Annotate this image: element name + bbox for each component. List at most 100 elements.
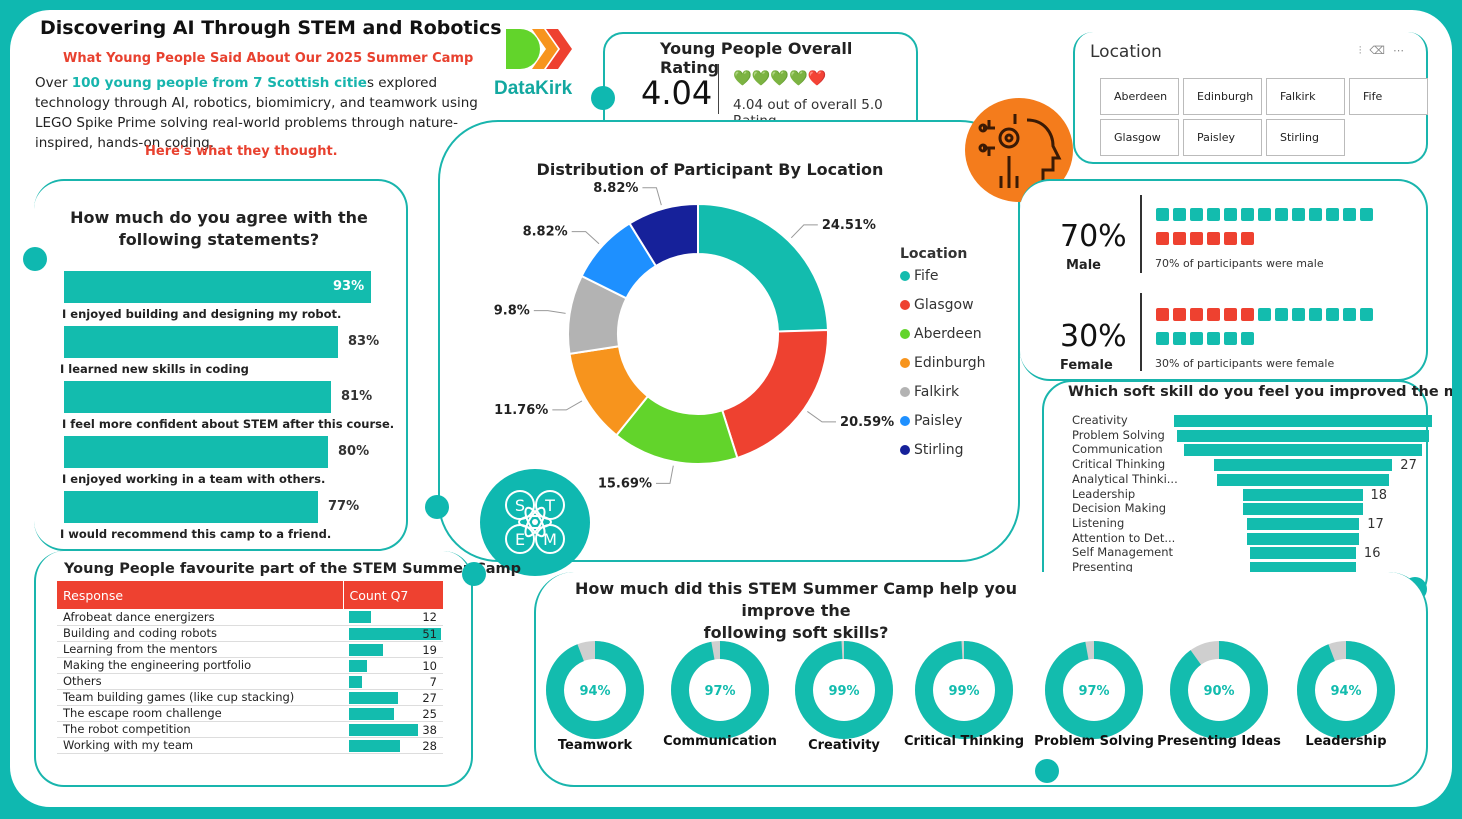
location-tile-edinburgh[interactable]: Edinburgh	[1183, 78, 1262, 115]
legend-item-falkirk[interactable]: Falkirk	[900, 384, 959, 400]
donut-leader-line	[642, 187, 662, 206]
donut-filled	[915, 641, 1013, 739]
location-tile-glasgow[interactable]: Glasgow	[1100, 119, 1179, 156]
donut-pct-label: 94%	[579, 684, 610, 699]
person-square	[1190, 232, 1203, 245]
person-square	[1360, 308, 1373, 321]
legend-item-stirling[interactable]: Stirling	[900, 442, 964, 458]
legend-item-paisley[interactable]: Paisley	[900, 413, 962, 429]
table-row[interactable]: Team building games (like cup stacking) 2…	[57, 689, 443, 706]
person-square	[1156, 232, 1169, 245]
funnel-bar	[1250, 547, 1356, 560]
person-square	[1156, 208, 1169, 221]
count-bar	[349, 707, 394, 720]
count-value: 27	[422, 690, 437, 705]
legend-item-aberdeen[interactable]: Aberdeen	[900, 326, 982, 342]
donut-pct-label: 90%	[1203, 684, 1234, 699]
agree-bar-label: I enjoyed working in a team with others.	[62, 472, 326, 486]
person-square	[1207, 232, 1220, 245]
count-bar	[349, 627, 441, 640]
count-cell: 28	[343, 737, 443, 754]
legend-label: Glasgow	[914, 297, 974, 313]
count-cell: 12	[343, 609, 443, 626]
donut-leader-line	[571, 231, 600, 245]
svg-text:E: E	[515, 530, 525, 549]
count-value: 7	[429, 674, 437, 689]
funnel-bar	[1213, 459, 1393, 472]
person-square	[1258, 208, 1271, 221]
funnel-label: Critical Thinking	[1072, 457, 1166, 472]
table-row[interactable]: Others 7	[57, 673, 443, 690]
softskill-donut-creativity: 99%	[795, 641, 893, 739]
count-value: 25	[422, 706, 437, 721]
count-cell: 19	[343, 641, 443, 658]
male-pictogram	[1156, 204, 1406, 252]
table-row[interactable]: The escape room challenge 25	[57, 705, 443, 722]
count-cell: 10	[343, 657, 443, 674]
location-tile-paisley[interactable]: Paisley	[1183, 119, 1262, 156]
donut-slice-stirling[interactable]	[628, 202, 699, 268]
col-count[interactable]: Count Q7	[342, 581, 443, 609]
location-tile-aberdeen[interactable]: Aberdeen	[1100, 78, 1179, 115]
heart-icon: 💚	[733, 69, 752, 87]
donut-value-label: 20.59%	[840, 415, 894, 430]
table-row[interactable]: Afrobeat dance energizers 12	[57, 609, 443, 626]
dashboard-canvas: Discovering AI Through STEM and Robotics…	[10, 10, 1452, 807]
funnel-value: 27	[1400, 458, 1417, 474]
count-bar	[349, 739, 400, 752]
table-row[interactable]: The robot competition 38	[57, 721, 443, 738]
location-slicer: Location ⫶⌫⋯ Aberdeen Edinburgh Falkirk Fif…	[1073, 32, 1428, 164]
legend-marker	[900, 329, 910, 339]
funnel-label: Analytical Thinki...	[1072, 471, 1178, 486]
funnel-bar	[1243, 488, 1363, 501]
legend-item-fife[interactable]: Fife	[900, 268, 938, 284]
softskill-donuts-card: How much did this STEM Summer Camp help …	[534, 572, 1428, 787]
person-square	[1190, 208, 1203, 221]
location-tile-fife[interactable]: Fife	[1349, 78, 1428, 115]
agree-bar-label: I learned new skills in coding	[60, 362, 249, 376]
donut-value-label: 15.69%	[598, 476, 652, 491]
col-response[interactable]: Response	[57, 581, 343, 609]
table-row[interactable]: Working with my team 28	[57, 737, 443, 754]
person-square	[1309, 308, 1322, 321]
donut-leader-line	[807, 411, 837, 423]
donut-filled	[1170, 641, 1268, 739]
legend-marker	[900, 271, 910, 281]
legend-item-glasgow[interactable]: Glasgow	[900, 297, 974, 313]
slicer-title: Location	[1090, 42, 1162, 62]
donut-slice-fife[interactable]	[697, 202, 829, 333]
person-square	[1173, 232, 1186, 245]
person-square	[1275, 208, 1288, 221]
donut-value-label: 9.8%	[494, 304, 530, 319]
softskill-title: How much did this STEM Summer Camp help …	[574, 579, 1018, 642]
count-value: 12	[422, 610, 437, 624]
person-square	[1241, 332, 1254, 345]
person-square	[1173, 332, 1186, 345]
response-cell: The robot competition	[57, 721, 343, 738]
rating-hearts: 💚💚💚💚❤️	[733, 68, 826, 87]
heart-icon: 💚	[770, 69, 790, 87]
donut-pct-label: 97%	[1078, 684, 1109, 699]
table-row[interactable]: Making the engineering portfolio 10	[57, 657, 443, 674]
table-row[interactable]: Learning from the mentors 19	[57, 641, 443, 658]
count-bar	[349, 611, 371, 623]
softskill-donut-label: Leadership	[1305, 734, 1387, 749]
agree-card: How much do you agree with the following…	[34, 179, 408, 551]
person-square	[1360, 208, 1373, 221]
legend-marker	[900, 300, 910, 310]
location-tile-falkirk[interactable]: Falkirk	[1266, 78, 1345, 115]
person-square	[1275, 308, 1288, 321]
softskill-donut-presenting-ideas: 90%	[1170, 641, 1268, 739]
table-row[interactable]: Building and coding robots 51	[57, 625, 443, 642]
agree-bar	[64, 436, 328, 468]
agree-bar	[64, 271, 371, 303]
gender-card: 70% Male 70% of participants were male 3…	[1020, 179, 1428, 381]
location-tile-stirling[interactable]: Stirling	[1266, 119, 1345, 156]
legend-label: Paisley	[914, 413, 963, 429]
softskill-donut-critical-thinking: 99%	[915, 641, 1013, 739]
donut-value-label: 24.51%	[822, 218, 876, 233]
legend-item-edinburgh[interactable]: Edinburgh	[900, 355, 986, 371]
softskill-donut-teamwork: 94%	[546, 641, 644, 739]
donut-slice-glasgow[interactable]	[720, 328, 829, 460]
slicer-toolbar-icons[interactable]: ⫶⌫⋯	[1358, 44, 1412, 57]
